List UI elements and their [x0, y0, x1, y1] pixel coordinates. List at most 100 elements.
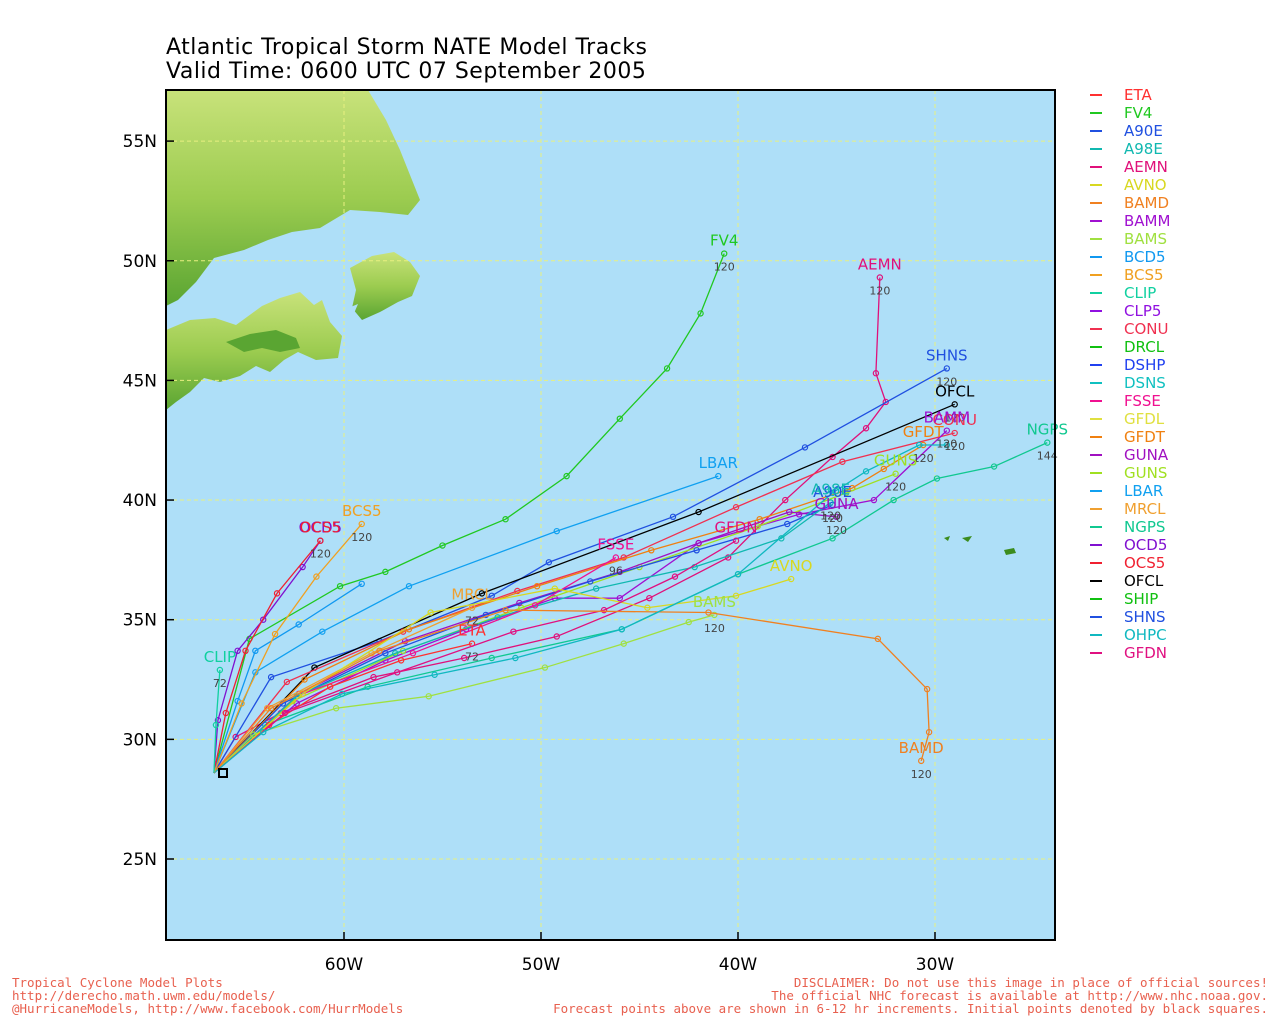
track-label: OCD5 [299, 519, 342, 537]
chart-title: Atlantic Tropical Storm NATE Model Track… [166, 36, 647, 84]
legend-label: OCD5 [1124, 536, 1168, 554]
legend-swatch [1090, 544, 1102, 546]
legend-swatch [1090, 598, 1102, 600]
legend-item-drcl: DRCL [1090, 338, 1170, 356]
track-bamm [213, 430, 948, 774]
legend-item-bcs5: BCS5 [1090, 266, 1170, 284]
title-line-1: Atlantic Tropical Storm NATE Model Track… [166, 35, 648, 60]
legend-label: CLP5 [1124, 302, 1162, 320]
track-point [267, 705, 275, 712]
track-point [553, 633, 560, 640]
legend-item-bamd: BAMD [1090, 194, 1170, 212]
track-point [252, 647, 259, 655]
track-point [405, 582, 413, 590]
track-point [916, 441, 923, 449]
legend-label: GFDT [1124, 428, 1165, 446]
track-point [951, 429, 958, 437]
footer-left-line: Tropical Cyclone Model Plots [12, 975, 223, 990]
legend-item-clip: CLIP [1090, 284, 1170, 302]
legend-swatch [1090, 634, 1102, 636]
track-point [648, 547, 655, 554]
track-point [216, 666, 224, 674]
legend-label: BCS5 [1124, 266, 1164, 284]
track-point [892, 470, 899, 477]
track-label: CONU [932, 411, 976, 429]
track-label: GUNA [814, 495, 859, 513]
legend-label: GFDN [1124, 644, 1168, 662]
legend-item-ohpc: OHPC [1090, 626, 1170, 644]
track-point [234, 647, 241, 655]
track-point [370, 673, 377, 681]
track-point [327, 683, 334, 690]
track-point [669, 513, 677, 521]
track-bcd5 [213, 583, 363, 774]
initial-position-marker [218, 768, 228, 778]
legend-swatch [1090, 328, 1102, 330]
track-label: BAMS [693, 593, 736, 611]
legend-label: FV4 [1124, 104, 1153, 122]
track-label: CLIP [204, 648, 236, 666]
legend-swatch [1090, 166, 1102, 168]
track-point [271, 630, 279, 638]
track-point [392, 650, 399, 657]
track-point [242, 647, 249, 655]
track-point [663, 365, 671, 372]
model-tracks [212, 250, 1051, 774]
forecast-hour-label: 120 [826, 524, 847, 537]
legend-swatch [1090, 562, 1102, 564]
legend: ETA FV4 A90E A98E AEMN AVNO BAMD BAMM BAMS BCD5 BC… [1090, 86, 1170, 662]
track-point [319, 628, 326, 635]
track-point [880, 465, 887, 473]
legend-label: BCD5 [1124, 248, 1166, 266]
legend-item-gfdl: GFDL [1090, 410, 1170, 428]
legend-label: CONU [1124, 320, 1169, 338]
forecast-hour-label: 120 [936, 438, 957, 451]
legend-item-aemn: AEMN [1090, 158, 1170, 176]
track-point [488, 592, 495, 599]
legend-label: MRCL [1124, 500, 1166, 518]
track-point [786, 508, 793, 516]
track-point [734, 571, 742, 578]
track-point [427, 609, 434, 616]
track-point [612, 554, 620, 561]
forecast-hour-label: 120 [822, 512, 843, 525]
legend-swatch [1090, 238, 1102, 240]
track-point [510, 628, 517, 635]
track-point [732, 537, 740, 544]
track-point [754, 523, 761, 530]
track-point [782, 496, 789, 504]
track-point [431, 671, 438, 678]
legend-swatch [1090, 418, 1102, 420]
track-label: LBAR [699, 454, 738, 472]
legend-swatch [1090, 364, 1102, 366]
track-point [514, 587, 521, 595]
track-label: BAMD [899, 739, 944, 757]
track-label: NGPS [1027, 421, 1068, 439]
ocean [166, 90, 1055, 940]
track-point [644, 604, 651, 611]
legend-swatch [1090, 112, 1102, 114]
track-point [715, 472, 722, 480]
track-point [482, 611, 490, 619]
track-point [918, 757, 925, 765]
legend-swatch [1090, 202, 1102, 204]
track-point [685, 618, 692, 626]
track-point [376, 647, 383, 655]
track-point [1044, 439, 1051, 446]
legend-label: FSSE [1124, 392, 1161, 410]
track-gfdt [213, 444, 924, 774]
track-point [541, 664, 549, 671]
track-a98e [213, 501, 831, 774]
track-label: FSSE [597, 535, 634, 553]
track-point [260, 616, 267, 623]
track-ocd5 [213, 540, 321, 773]
legend-label: GUNS [1124, 464, 1168, 482]
track-aemn [213, 277, 887, 774]
track-point [827, 499, 834, 506]
track-avno [213, 578, 792, 774]
track-point [460, 654, 468, 662]
track-point [533, 582, 541, 590]
footer-right-line: Forecast points above are shown in 6-12 … [553, 1001, 1268, 1016]
legend-swatch [1090, 256, 1102, 258]
